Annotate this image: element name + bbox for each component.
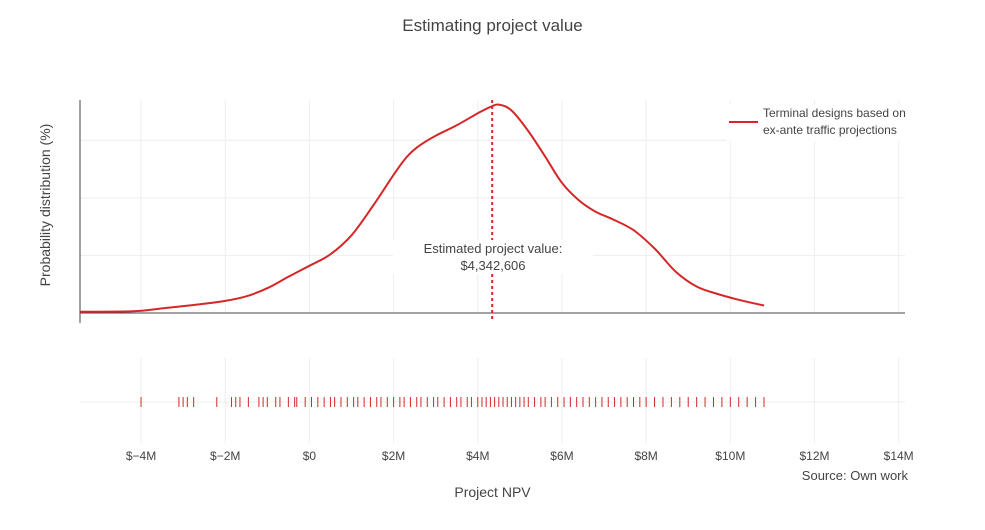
x-tick-label: $12M — [799, 449, 829, 463]
x-tick-label: $−2M — [210, 449, 240, 463]
x-tick-label: $−4M — [126, 449, 156, 463]
x-tick-label: $0 — [303, 449, 317, 463]
x-tick-label: $6M — [550, 449, 573, 463]
source-note: Source: Own work — [801, 468, 908, 483]
y-axis-label: Probability distribution (%) — [37, 123, 53, 287]
x-axis-label: Project NPV — [454, 484, 531, 500]
legend-label: Terminal designs based on ex-ante traffi… — [763, 105, 906, 139]
x-tick-label: $10M — [715, 449, 745, 463]
legend-label-line-1: Terminal designs based on — [763, 106, 906, 120]
x-tick-label: $14M — [884, 449, 914, 463]
legend[interactable]: Terminal designs based on ex-ante traffi… — [726, 104, 918, 142]
annotation-value: $4,342,606 — [460, 258, 526, 273]
density-line — [79, 103, 765, 313]
x-tick-label: $4M — [466, 449, 489, 463]
annotation-label: Estimated project value: — [423, 241, 563, 256]
legend-swatch — [729, 121, 758, 123]
x-tick-label: $2M — [382, 449, 405, 463]
chart-title: Estimating project value — [402, 16, 583, 35]
x-tick-label: $8M — [634, 449, 657, 463]
legend-label-line-2: ex-ante traffic projections — [763, 123, 897, 137]
annotation: Estimated project value: $4,342,606 — [393, 240, 593, 274]
